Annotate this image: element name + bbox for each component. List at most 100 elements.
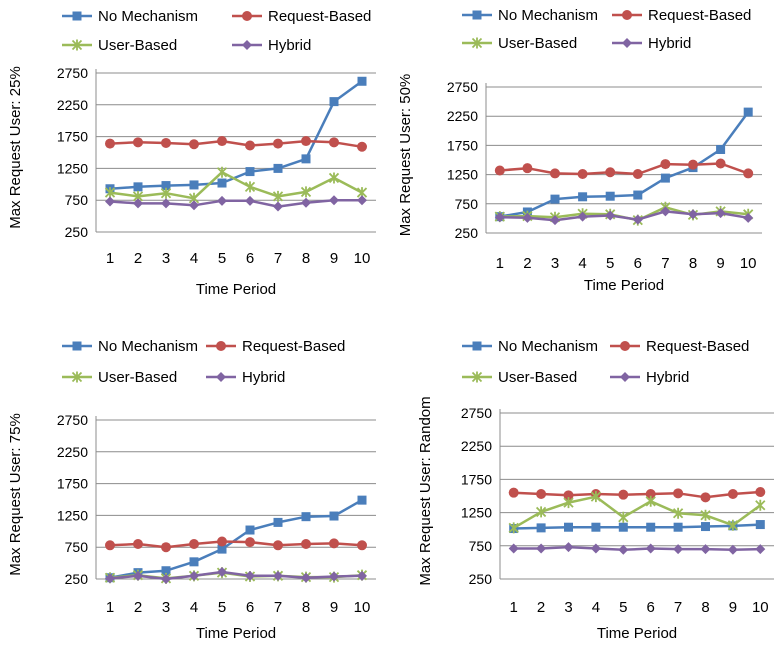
legend-marker [242, 40, 252, 50]
data-point [189, 539, 199, 550]
legend-item: Hybrid [612, 35, 691, 52]
data-point [161, 137, 171, 148]
x-tick-label: 9 [729, 599, 737, 616]
series-line [499, 162, 749, 176]
data-point [161, 574, 171, 584]
series-line [513, 545, 761, 552]
data-point [645, 489, 656, 500]
legend-marker [71, 39, 83, 51]
series-line [513, 523, 761, 530]
data-point [715, 208, 726, 219]
series-line [513, 495, 762, 529]
chart-panel-3: 250 750 1250 1750 2250 2750 1 2 3 4 5 6 7 8 9 10 Time Pe… [7, 338, 376, 642]
data-point [329, 571, 339, 582]
series-line [109, 170, 363, 200]
series-request-based [105, 136, 367, 152]
x-axis-label: Time Period [196, 625, 276, 642]
data-point [105, 138, 115, 149]
legend-marker [471, 37, 483, 49]
data-point [357, 195, 367, 206]
data-point [245, 195, 255, 206]
data-point [755, 487, 766, 498]
y-tick-label: 750 [65, 539, 89, 555]
data-point [357, 76, 367, 86]
legend-label: Request-Based [648, 7, 751, 24]
data-point [673, 522, 683, 532]
y-tick-label: 750 [65, 192, 89, 208]
data-point [605, 167, 616, 178]
y-axis-label: Max Request User: 25% [7, 66, 24, 229]
legend-label: Hybrid [268, 37, 311, 54]
y-tick-label: 2250 [447, 108, 478, 124]
data-point [618, 511, 629, 523]
x-tick-label: 10 [752, 599, 769, 616]
chart-panel-4: 250 750 1250 1750 2250 2750 1 2 3 4 5 6 7 8 9 10 Time Pe… [417, 338, 774, 642]
data-point [329, 538, 339, 549]
y-tick-label: 1250 [447, 167, 478, 183]
data-point [590, 491, 602, 503]
legend-item: User-Based [462, 369, 577, 386]
x-tick-label: 7 [674, 599, 682, 616]
data-point [104, 187, 116, 199]
data-point [328, 172, 340, 184]
data-point [563, 497, 574, 509]
legend-marker [472, 10, 482, 20]
data-point [160, 187, 172, 199]
data-point [743, 107, 753, 117]
data-point [743, 168, 754, 179]
data-point [329, 137, 339, 148]
data-point [105, 573, 115, 584]
data-point [189, 557, 199, 567]
data-point [133, 137, 143, 148]
y-tick-label: 750 [455, 196, 479, 212]
data-point [701, 522, 710, 532]
x-axis-label: Time Period [597, 625, 677, 642]
data-point [743, 212, 754, 223]
data-point [700, 492, 711, 503]
data-point [618, 489, 629, 500]
data-point [273, 570, 283, 581]
data-point [245, 537, 255, 548]
legend-label: User-Based [498, 369, 577, 386]
data-point [672, 507, 684, 519]
data-point [217, 536, 227, 547]
legend-item: No Mechanism [62, 338, 198, 355]
data-point [189, 139, 199, 150]
data-point [161, 542, 171, 553]
y-tick-label: 1250 [461, 505, 492, 521]
x-tick-label: 3 [162, 599, 170, 616]
y-tick-label: 2750 [447, 79, 478, 95]
data-point [508, 543, 519, 554]
series-line [109, 198, 362, 208]
data-point [673, 488, 684, 499]
data-point [244, 181, 256, 193]
data-point [105, 196, 115, 207]
data-point [357, 495, 367, 505]
x-tick-label: 6 [634, 255, 642, 272]
data-point [301, 572, 311, 583]
y-tick-label: 1250 [57, 160, 88, 176]
y-tick-label: 2250 [57, 97, 88, 113]
data-point [494, 212, 505, 223]
y-tick-label: 1750 [57, 129, 88, 145]
data-point [646, 522, 656, 532]
x-tick-label: 9 [330, 599, 338, 616]
data-point [522, 212, 533, 223]
legend-marker [71, 371, 83, 383]
legend-item: User-Based [62, 37, 177, 54]
series-user-based [508, 491, 766, 534]
data-point [273, 201, 283, 212]
legend-item: Hybrid [610, 369, 689, 386]
y-tick-label: 1250 [57, 507, 88, 523]
data-point [357, 141, 367, 152]
y-tick-label: 2250 [461, 438, 492, 454]
data-point [688, 209, 698, 220]
legend-marker [216, 341, 226, 351]
data-point [133, 570, 143, 581]
data-point [217, 136, 227, 147]
x-tick-label: 1 [496, 255, 504, 272]
x-tick-label: 4 [578, 255, 586, 272]
data-point [522, 163, 533, 174]
legend-marker [622, 10, 632, 20]
legend-label: Request-Based [242, 338, 345, 355]
